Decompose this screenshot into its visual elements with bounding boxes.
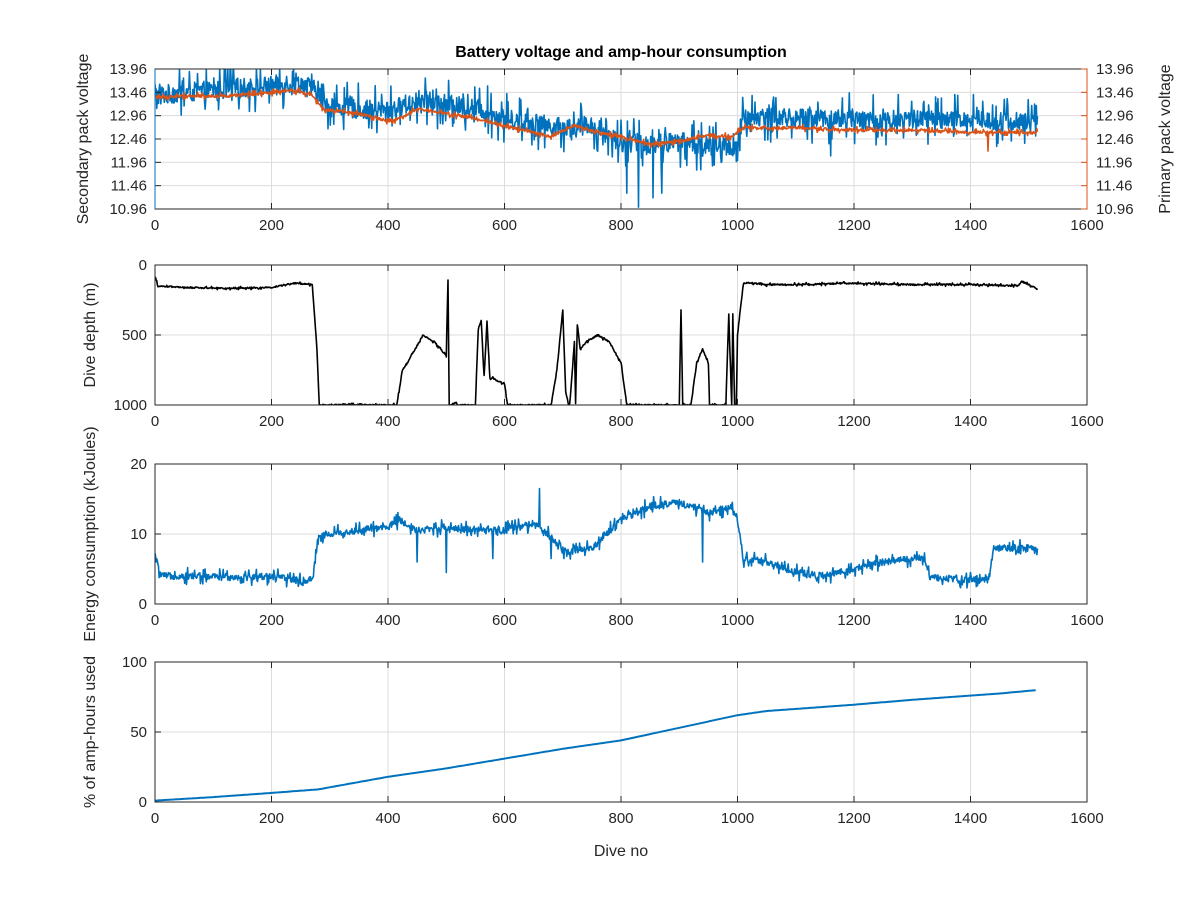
x-tick-label: 1600 — [1070, 413, 1103, 430]
y2-tick-label: 10.96 — [1096, 201, 1134, 218]
y2-axis-label: Primary pack voltage — [1157, 64, 1174, 213]
y-tick-label: 11.46 — [111, 178, 147, 195]
y-tick-label: 12.96 — [109, 108, 147, 125]
series-group — [155, 487, 1039, 589]
x-tick-label: 1200 — [837, 612, 870, 629]
series-line-amphours-0 — [155, 689, 1036, 802]
y-tick-label: 13.96 — [109, 61, 147, 78]
x-axis-label: Dive no — [594, 843, 648, 860]
x-tick-label: 0 — [151, 413, 159, 430]
x-tick-label: 1400 — [954, 217, 987, 234]
chart-depth: 0 200 400 600 800 1000 1200 1400 1600 0 500 1000 Div… — [82, 257, 1104, 430]
x-tick-label: 200 — [259, 217, 284, 234]
y-tick-label: 500 — [122, 327, 147, 344]
x-tick-label: 800 — [608, 612, 633, 629]
y2-tick-label: 13.46 — [1096, 84, 1134, 101]
charts-group: 0 200 400 600 800 1000 1200 1400 160010.9611.461… — [75, 54, 1174, 860]
x-tick-label: 0 — [151, 612, 159, 629]
x-tick-label: 1200 — [837, 810, 870, 827]
x-tick-label: 1400 — [954, 612, 987, 629]
y-tick-label: 100 — [122, 654, 147, 671]
series-line-depth-0 — [155, 276, 1039, 405]
x-tick-label: 600 — [492, 217, 517, 234]
x-tick-label: 800 — [608, 217, 633, 234]
y-axis-label: Dive depth (m) — [82, 283, 99, 388]
y-axis-label: Secondary pack voltage — [75, 54, 92, 225]
x-tick-label: 400 — [375, 413, 400, 430]
x-tick-label: 200 — [259, 413, 284, 430]
x-tick-label: 1400 — [954, 810, 987, 827]
series-group — [155, 689, 1036, 802]
x-tick-label: 400 — [375, 612, 400, 629]
y2-tick-label: 12.96 — [1096, 108, 1134, 125]
y-tick-label: 0 — [139, 794, 147, 811]
series-group — [155, 69, 1039, 208]
y-tick-label: 0 — [139, 257, 147, 274]
y-axis-label: Energy consumption (kJoules) — [82, 426, 99, 641]
y2-tick-label: 12.46 — [1096, 131, 1134, 148]
y2-tick-label: 11.46 — [1096, 178, 1132, 195]
x-tick-label: 400 — [375, 217, 400, 234]
y2-tick-label: 13.96 — [1096, 61, 1134, 78]
x-tick-label: 1200 — [837, 217, 870, 234]
y-tick-label: 1000 — [114, 397, 147, 414]
x-tick-label: 1000 — [721, 413, 754, 430]
series-group — [155, 276, 1039, 405]
x-tick-label: 400 — [375, 810, 400, 827]
x-tick-label: 600 — [492, 413, 517, 430]
x-tick-label: 1000 — [721, 810, 754, 827]
x-tick-label: 600 — [492, 612, 517, 629]
y-tick-label: 13.46 — [109, 84, 147, 101]
x-tick-label: 0 — [151, 217, 159, 234]
x-tick-label: 800 — [608, 810, 633, 827]
y-tick-label: 12.46 — [109, 131, 147, 148]
x-tick-label: 1400 — [954, 413, 987, 430]
x-tick-label: 800 — [608, 413, 633, 430]
figure-title: Battery voltage and amp-hour consumption — [455, 44, 787, 61]
chart-voltage: 0 200 400 600 800 1000 1200 1400 160010.9611.461… — [75, 54, 1174, 234]
x-tick-label: 200 — [259, 612, 284, 629]
x-tick-label: 1600 — [1070, 217, 1103, 234]
x-tick-label: 1000 — [721, 612, 754, 629]
chart-amphours: 0 200 400 600 800 1000 1200 1400 1600 0 50 100 % of … — [82, 654, 1104, 860]
x-tick-label: 1000 — [721, 217, 754, 234]
x-tick-label: 600 — [492, 810, 517, 827]
x-tick-label: 1600 — [1070, 810, 1103, 827]
series-line-energy-0 — [155, 487, 1039, 589]
y-tick-label: 20 — [130, 456, 147, 473]
y-tick-label: 10 — [130, 526, 147, 543]
y-tick-label: 50 — [130, 724, 147, 741]
series-line-voltage-right — [155, 87, 1039, 152]
x-tick-label: 1200 — [837, 413, 870, 430]
y-axis-label: % of amp-hours used — [82, 656, 99, 808]
series-line-voltage-left — [155, 69, 1039, 208]
y-tick-label: 11.96 — [111, 154, 147, 171]
y-tick-label: 0 — [139, 596, 147, 613]
x-tick-label: 200 — [259, 810, 284, 827]
x-tick-label: 0 — [151, 810, 159, 827]
y-tick-label: 10.96 — [109, 201, 147, 218]
y2-tick-label: 11.96 — [1096, 154, 1132, 171]
chart-energy: 0 200 400 600 800 1000 1200 1400 1600 0 10 20 Energy… — [82, 426, 1104, 641]
x-tick-label: 1600 — [1070, 612, 1103, 629]
